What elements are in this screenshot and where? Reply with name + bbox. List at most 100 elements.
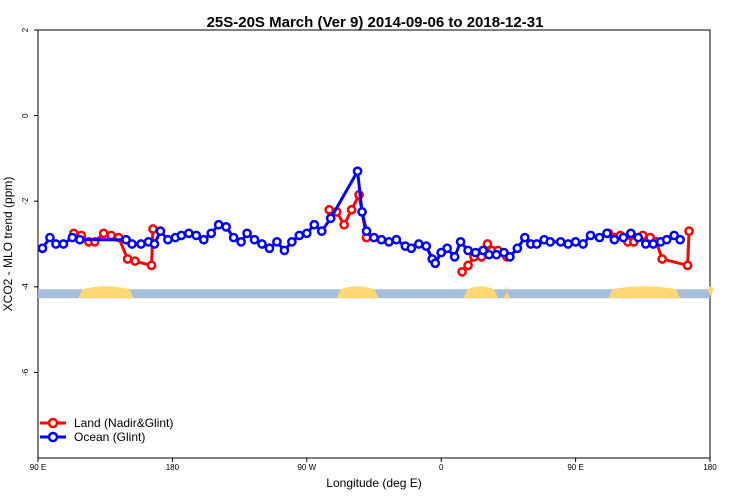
chart-title: 25S-20S March (Ver 9) 2014-09-06 to 2018… [207,14,544,31]
legend-marker-1 [47,431,59,443]
y-tick-label-4: -6 [21,368,30,376]
x-axis-label: Longitude (deg E) [326,476,421,490]
series-1-point-1-7 [478,245,488,256]
y-axis-label: XCO2 - MLO trend (ppm) [1,177,15,312]
x-tick-label-5: 180 [703,463,717,472]
series-0-point-1-2 [339,219,349,230]
series-0-point-3-8 [682,260,693,271]
series-1-point-0-36 [357,207,367,217]
series-1-point-0-0 [37,243,48,254]
series-1-point-0-23 [242,228,252,239]
series-1-point-1-13 [519,232,530,243]
series-1-point-1-23 [594,232,605,243]
series-1-point-0-7 [127,239,137,249]
series-0-point-1-0 [324,204,335,215]
series-1-point-0-34 [325,213,336,224]
series-1-point-0-5 [74,234,85,245]
land-segment-1 [336,286,379,299]
y-tick-label-2: -2 [21,197,30,205]
legend-label-0: Land (Nadir&Glint) [74,416,173,430]
series-1-point-1-17 [545,237,556,247]
series-1-point-1-20 [570,237,581,247]
series-1-point-0-11 [155,226,166,237]
series-1-point-0-27 [272,237,282,247]
series-0-point-2-0 [457,266,467,277]
series-1-point-0-20 [221,222,232,232]
series-1-point-1-29 [640,239,651,249]
series-1-point-0-18 [206,228,217,239]
series-1-point-0-22 [236,237,246,247]
series-1 [37,166,685,269]
series-1-point-0-29 [287,237,297,247]
y-tick-label-3: -4 [21,283,30,291]
x-tick-label-3: 0 [439,463,444,472]
series-1-point-0-40 [384,237,394,247]
series-1-point-0-10 [149,239,160,249]
series-1-point-0-37 [361,226,372,237]
series-1-point-0-16 [191,230,202,241]
series-0-point-3-7 [657,254,668,264]
land-segment-2 [463,286,498,299]
x-tick-label-4: 90 E [567,463,583,472]
series-1-point-0-12 [163,234,173,245]
y-tick-label-1: 0 [21,113,30,118]
x-tick-label-0: 90 E [30,463,46,472]
series-1-point-0-41 [391,234,402,245]
series-1-point-1-25 [609,234,620,245]
legend: Land (Nadir&Glint)Ocean (Glint) [40,416,173,444]
series-1-point-1-0 [430,258,441,269]
series-1-point-1-18 [555,237,566,247]
series-1-point-1-9 [491,249,502,260]
axis-ticks: 90 E 180 90 W 0 90 E 180 2 0 -2 -4 -6 [21,27,717,472]
series-1-point-0-26 [264,243,275,254]
series-0-point-2-4 [482,239,493,249]
series-1-point-0-30 [294,230,305,241]
land-segment-4 [608,286,681,299]
series-1-point-1-19 [563,239,573,249]
legend-label-1: Ocean (Glint) [74,430,145,444]
land-segment-0 [78,286,134,299]
series-1-point-0-3 [58,239,69,249]
series-1-point-1-33 [669,230,680,241]
series-0-point-0-8 [130,256,140,266]
series-1-point-1-21 [578,239,588,249]
series-1-point-0-39 [376,234,387,245]
series-0-point-0-4 [98,228,109,239]
series-0-point-3-9 [684,226,694,237]
series-1-point-0-44 [413,239,424,249]
series-1-point-0-21 [228,232,239,243]
data-series [37,166,694,277]
x-tick-label-1: 180 [166,463,180,472]
series-1-point-1-10 [499,247,509,258]
series-1-point-1-26 [618,232,629,243]
series-1-point-0-24 [249,234,260,245]
series-0-point-0-9 [146,260,157,271]
series-0-point-2-1 [463,260,473,271]
series-1-point-1-11 [505,251,515,262]
series-0-point-0-7 [122,254,133,264]
series-1-line-0 [41,169,434,260]
legend-marker-0 [47,417,59,429]
series-1-point-0-1 [45,232,55,243]
series-1-point-0-6 [121,234,131,245]
series-1-point-1-30 [648,239,659,249]
series-1-point-0-43 [406,243,417,254]
y-tick-label-0: 2 [21,27,30,32]
land-segment-5 [707,286,714,299]
series-1-point-0-4 [67,232,78,243]
series-1-point-1-28 [633,232,644,243]
series-1-point-0-33 [316,226,327,237]
series-1-point-1-5 [463,245,473,256]
plot-frame [37,29,711,459]
series-1-point-0-17 [198,234,209,245]
series-1-point-1-27 [626,228,636,239]
series-1-point-1-3 [449,251,460,262]
series-1-point-0-15 [183,228,194,239]
series-1-point-1-2 [442,243,453,254]
series-1-point-0-19 [213,219,224,230]
series-1-point-1-1 [436,247,447,258]
series-1-point-1-8 [484,249,494,260]
series-1-point-0-2 [51,239,61,249]
series-1-point-0-38 [369,232,379,243]
